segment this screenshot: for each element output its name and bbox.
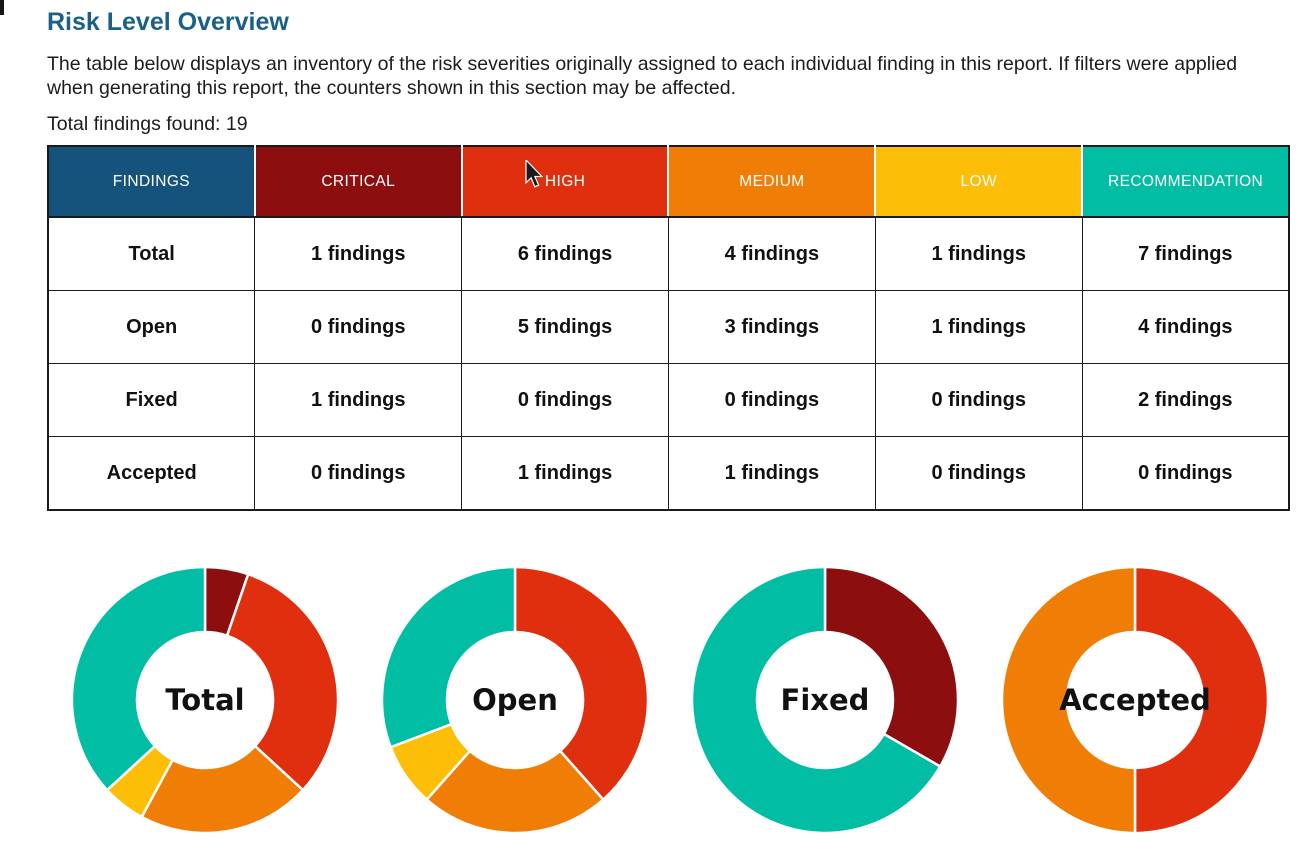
donut-segment-medium [425, 749, 605, 835]
cell-total-high: 6 findings [461, 216, 669, 291]
donut-segment-recommendation [70, 565, 207, 792]
cell-open-low: 1 findings [874, 290, 1083, 364]
cell-fixed-recommendation: 2 findings [1081, 363, 1290, 437]
cell-fixed-critical: 1 findings [254, 363, 463, 437]
cell-open-medium: 3 findings [667, 290, 876, 364]
table-header-row: FINDINGS CRITICAL HIGH MEDIUM LOW RECOMM… [47, 146, 1289, 218]
table-row-open: Open 0 findings 5 findings 3 findings 1 … [47, 290, 1290, 364]
total-findings-line: Total findings found: 19 [47, 113, 248, 135]
donut-chart-row: Total Open Fixed Accepted [65, 560, 1275, 840]
cell-fixed-low: 0 findings [874, 363, 1083, 437]
cell-accepted-critical: 0 findings [254, 436, 463, 511]
page-edge-mark [0, 0, 4, 15]
cell-total-critical: 1 findings [254, 216, 463, 291]
cell-open-high: 5 findings [461, 290, 669, 364]
mouse-cursor-icon [525, 160, 544, 188]
cell-fixed-high: 0 findings [461, 363, 669, 437]
cell-total-low: 1 findings [874, 216, 1083, 291]
donut-segment-recommendation [690, 565, 942, 835]
risk-level-overview-section: Risk Level Overview The table below disp… [47, 6, 1290, 511]
header-recommendation: RECOMMENDATION [1081, 146, 1289, 218]
donut-chart-open: Open [375, 560, 655, 840]
cell-accepted-medium: 1 findings [667, 436, 876, 511]
cell-fixed-medium: 0 findings [667, 363, 876, 437]
risk-severity-table: FINDINGS CRITICAL HIGH MEDIUM LOW RECOMM… [47, 145, 1290, 511]
donut-chart-accepted: Accepted [995, 560, 1275, 840]
header-high: HIGH [460, 146, 669, 218]
table-row-fixed: Fixed 1 findings 0 findings 0 findings 0… [47, 363, 1290, 437]
cell-accepted-high: 1 findings [461, 436, 669, 511]
section-description: The table below displays an inventory of… [47, 53, 1238, 99]
cell-total-recommendation: 7 findings [1081, 216, 1290, 291]
table-row-accepted: Accepted 0 findings 1 findings 1 finding… [47, 436, 1290, 511]
header-findings: FINDINGS [47, 146, 255, 218]
cell-total-medium: 4 findings [667, 216, 876, 291]
header-critical: CRITICAL [253, 146, 462, 218]
cell-accepted-low: 0 findings [874, 436, 1083, 511]
row-label: Fixed [47, 363, 256, 437]
donut-segment-high [513, 565, 650, 801]
donut-segment-medium [1000, 565, 1137, 835]
table-row-total: Total 1 findings 6 findings 4 findings 1… [47, 216, 1290, 291]
donut-segment-high [225, 572, 340, 792]
donut-chart-fixed: Fixed [685, 560, 965, 840]
page-title: Risk Level Overview [47, 8, 289, 36]
header-medium: MEDIUM [667, 146, 876, 218]
cell-accepted-recommendation: 0 findings [1081, 436, 1290, 511]
header-low: LOW [874, 146, 1083, 218]
row-label: Accepted [47, 436, 256, 511]
donut-segment-recommendation [380, 565, 517, 749]
cell-open-critical: 0 findings [254, 290, 463, 364]
donut-segment-medium [140, 744, 305, 835]
row-label: Total [47, 216, 256, 291]
donut-segment-high [1133, 565, 1270, 835]
row-label: Open [47, 290, 256, 364]
donut-segment-critical [823, 565, 960, 768]
cell-open-recommendation: 4 findings [1081, 290, 1290, 364]
donut-chart-total: Total [65, 560, 345, 840]
